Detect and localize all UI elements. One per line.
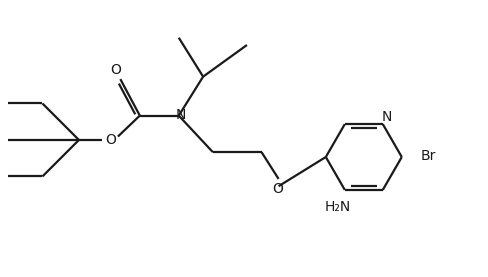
Text: O: O [272, 182, 283, 196]
Text: O: O [110, 63, 121, 77]
Text: O: O [105, 133, 116, 147]
Text: H₂N: H₂N [324, 200, 350, 214]
Text: Br: Br [419, 149, 435, 163]
Text: N: N [176, 108, 186, 122]
Text: N: N [381, 110, 391, 124]
